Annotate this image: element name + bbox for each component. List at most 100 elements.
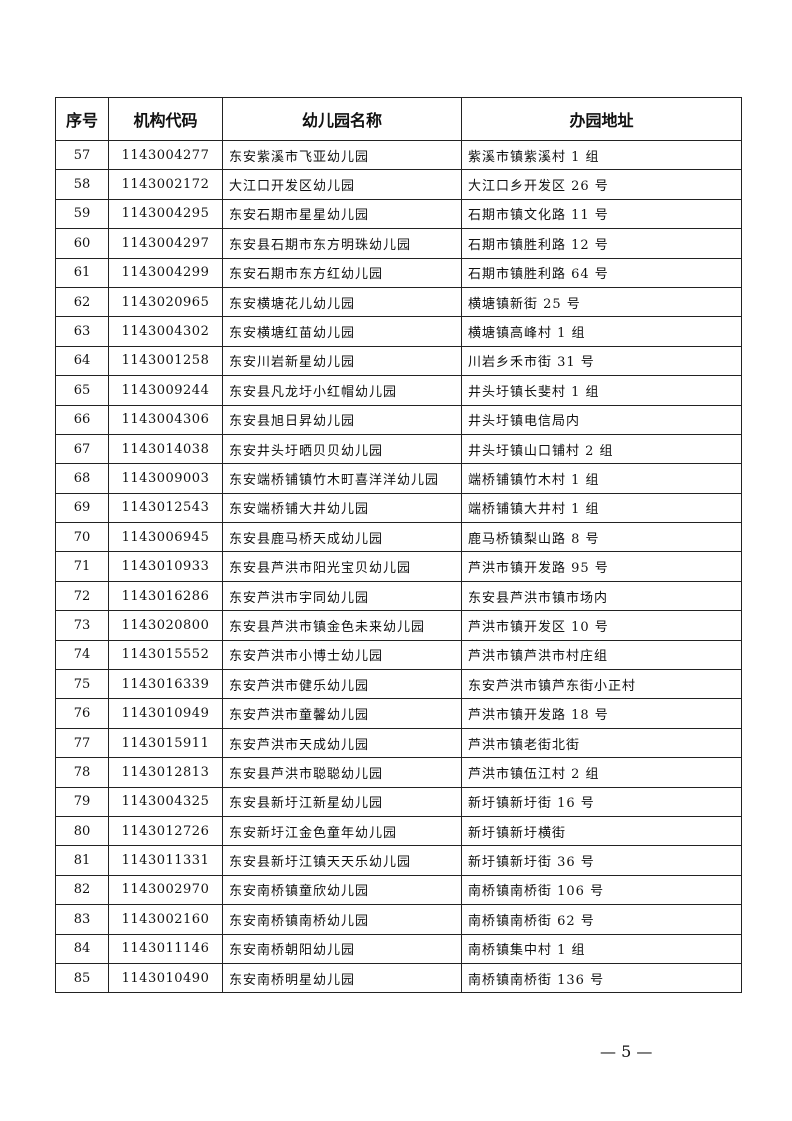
- table-row: 72 1143016286 东安芦洪市宇同幼儿园 东安县芦洪市镇市场内: [55, 580, 742, 612]
- cell-address: 紫溪市镇紫溪村 1 组: [461, 139, 742, 171]
- table-row: 67 1143014038 东安井头圩晒贝贝幼儿园 井头圩镇山口铺村 2 组: [55, 433, 742, 465]
- cell-index: 73: [55, 610, 109, 641]
- cell-address: 南桥镇集中村 1 组: [461, 933, 742, 964]
- cell-address: 芦洪市镇老街北街: [461, 727, 742, 759]
- cell-index: 63: [55, 316, 109, 347]
- cell-org-code: 1143014038: [108, 433, 223, 465]
- cell-address: 端桥铺镇大井村 1 组: [461, 492, 742, 524]
- cell-org-code: 1143002160: [108, 904, 223, 935]
- cell-org-code: 1143004302: [108, 316, 223, 347]
- cell-org-code: 1143002970: [108, 874, 223, 906]
- cell-address: 芦洪市镇开发区 10 号: [461, 610, 742, 641]
- header-kindergarten-name: 幼儿园名称: [222, 97, 462, 141]
- cell-address: 东安县芦洪市镇市场内: [461, 580, 742, 612]
- table-row: 83 1143002160 东安南桥镇南桥幼儿园 南桥镇南桥街 62 号: [55, 904, 742, 935]
- cell-address: 新圩镇新圩横街: [461, 815, 742, 847]
- table-row: 66 1143004306 东安县旭日昇幼儿园 井头圩镇电信局内: [55, 404, 742, 435]
- table-row: 71 1143010933 东安县芦洪市阳光宝贝幼儿园 芦洪市镇开发路 95 号: [55, 551, 742, 582]
- cell-name: 东安县芦洪市聪聪幼儿园: [222, 757, 462, 788]
- cell-address: 南桥镇南桥街 106 号: [461, 874, 742, 906]
- table-body: 57 1143004277 东安紫溪市飞亚幼儿园 紫溪市镇紫溪村 1 组 58 11430…: [55, 139, 742, 994]
- cell-index: 80: [55, 815, 109, 847]
- cell-org-code: 1143020800: [108, 610, 223, 641]
- cell-index: 62: [55, 286, 109, 318]
- table-row: 60 1143004297 东安县石期市东方明珠幼儿园 石期市镇胜利路 12 号: [55, 228, 742, 259]
- cell-org-code: 1143015911: [108, 727, 223, 759]
- cell-index: 59: [55, 198, 109, 230]
- table-row: 65 1143009244 东安县凡龙圩小红帽幼儿园 井头圩镇长斐村 1 组: [55, 375, 742, 406]
- cell-address: 石期市镇胜利路 12 号: [461, 228, 742, 259]
- cell-name: 东安南桥镇童欣幼儿园: [222, 874, 462, 906]
- cell-org-code: 1143009003: [108, 463, 223, 494]
- table-row: 79 1143004325 东安县新圩江新星幼儿园 新圩镇新圩街 16 号: [55, 786, 742, 817]
- cell-org-code: 1143002172: [108, 169, 223, 200]
- cell-index: 57: [55, 139, 109, 171]
- cell-index: 82: [55, 874, 109, 906]
- cell-address: 横塘镇高峰村 1 组: [461, 316, 742, 347]
- cell-org-code: 1143020965: [108, 286, 223, 318]
- cell-name: 东安紫溪市飞亚幼儿园: [222, 139, 462, 171]
- cell-address: 芦洪市镇伍江村 2 组: [461, 757, 742, 788]
- table-row: 64 1143001258 东安川岩新星幼儿园 川岩乡禾市街 31 号: [55, 345, 742, 377]
- cell-name: 东安川岩新星幼儿园: [222, 345, 462, 377]
- cell-address: 大江口乡开发区 26 号: [461, 169, 742, 200]
- cell-name: 东安井头圩晒贝贝幼儿园: [222, 433, 462, 465]
- cell-index: 75: [55, 669, 109, 700]
- header-address: 办园地址: [461, 97, 742, 141]
- table-row: 75 1143016339 东安芦洪市健乐幼儿园 东安芦洪市镇芦东街小正村: [55, 669, 742, 700]
- cell-index: 60: [55, 228, 109, 259]
- cell-name: 东安芦洪市童馨幼儿园: [222, 698, 462, 729]
- table-row: 63 1143004302 东安横塘红苗幼儿园 横塘镇高峰村 1 组: [55, 316, 742, 347]
- cell-address: 川岩乡禾市街 31 号: [461, 345, 742, 377]
- cell-name: 东安端桥铺大井幼儿园: [222, 492, 462, 524]
- cell-org-code: 1143004277: [108, 139, 223, 171]
- kindergarten-table: 序号 机构代码 幼儿园名称 办园地址 57 1143004277 东安紫溪市飞亚幼儿…: [55, 97, 742, 994]
- cell-org-code: 1143010490: [108, 962, 223, 994]
- cell-org-code: 1143012726: [108, 815, 223, 847]
- table-header-row: 序号 机构代码 幼儿园名称 办园地址: [55, 97, 742, 141]
- cell-name: 东安南桥朝阳幼儿园: [222, 933, 462, 964]
- cell-org-code: 1143010933: [108, 551, 223, 582]
- table-row: 77 1143015911 东安芦洪市天成幼儿园 芦洪市镇老街北街: [55, 727, 742, 759]
- cell-index: 83: [55, 904, 109, 935]
- cell-index: 61: [55, 257, 109, 288]
- cell-org-code: 1143001258: [108, 345, 223, 377]
- cell-name: 东安横塘花儿幼儿园: [222, 286, 462, 318]
- cell-org-code: 1143016286: [108, 580, 223, 612]
- cell-index: 81: [55, 845, 109, 876]
- cell-org-code: 1143006945: [108, 522, 223, 553]
- cell-address: 芦洪市镇开发路 95 号: [461, 551, 742, 582]
- cell-org-code: 1143010949: [108, 698, 223, 729]
- cell-name: 东安县凡龙圩小红帽幼儿园: [222, 375, 462, 406]
- table-row: 74 1143015552 东安芦洪市小博士幼儿园 芦洪市镇芦洪市村庄组: [55, 639, 742, 671]
- cell-name: 东安南桥明星幼儿园: [222, 962, 462, 994]
- cell-address: 南桥镇南桥街 62 号: [461, 904, 742, 935]
- table-row: 80 1143012726 东安新圩江金色童年幼儿园 新圩镇新圩横街: [55, 815, 742, 847]
- table-row: 69 1143012543 东安端桥铺大井幼儿园 端桥铺镇大井村 1 组: [55, 492, 742, 524]
- cell-org-code: 1143004295: [108, 198, 223, 230]
- cell-org-code: 1143009244: [108, 375, 223, 406]
- cell-name: 东安芦洪市宇同幼儿园: [222, 580, 462, 612]
- table-row: 73 1143020800 东安县芦洪市镇金色未来幼儿园 芦洪市镇开发区 10 号: [55, 610, 742, 641]
- cell-address: 东安芦洪市镇芦东街小正村: [461, 669, 742, 700]
- cell-name: 东安新圩江金色童年幼儿园: [222, 815, 462, 847]
- cell-name: 东安县芦洪市阳光宝贝幼儿园: [222, 551, 462, 582]
- cell-address: 横塘镇新街 25 号: [461, 286, 742, 318]
- cell-name: 东安县旭日昇幼儿园: [222, 404, 462, 435]
- table-row: 81 1143011331 东安县新圩江镇天天乐幼儿园 新圩镇新圩街 36 号: [55, 845, 742, 876]
- cell-name: 东安芦洪市小博士幼儿园: [222, 639, 462, 671]
- table-row: 78 1143012813 东安县芦洪市聪聪幼儿园 芦洪市镇伍江村 2 组: [55, 757, 742, 788]
- table-row: 70 1143006945 东安县鹿马桥天成幼儿园 鹿马桥镇梨山路 8 号: [55, 522, 742, 553]
- cell-address: 鹿马桥镇梨山路 8 号: [461, 522, 742, 553]
- cell-org-code: 1143004299: [108, 257, 223, 288]
- cell-address: 端桥铺镇竹木村 1 组: [461, 463, 742, 494]
- table-row: 57 1143004277 东安紫溪市飞亚幼儿园 紫溪市镇紫溪村 1 组: [55, 139, 742, 171]
- cell-address: 井头圩镇长斐村 1 组: [461, 375, 742, 406]
- cell-index: 66: [55, 404, 109, 435]
- cell-name: 大江口开发区幼儿园: [222, 169, 462, 200]
- cell-index: 69: [55, 492, 109, 524]
- table-row: 76 1143010949 东安芦洪市童馨幼儿园 芦洪市镇开发路 18 号: [55, 698, 742, 729]
- cell-name: 东安县芦洪市镇金色未来幼儿园: [222, 610, 462, 641]
- table-row: 58 1143002172 大江口开发区幼儿园 大江口乡开发区 26 号: [55, 169, 742, 200]
- table-row: 85 1143010490 东安南桥明星幼儿园 南桥镇南桥街 136 号: [55, 962, 742, 994]
